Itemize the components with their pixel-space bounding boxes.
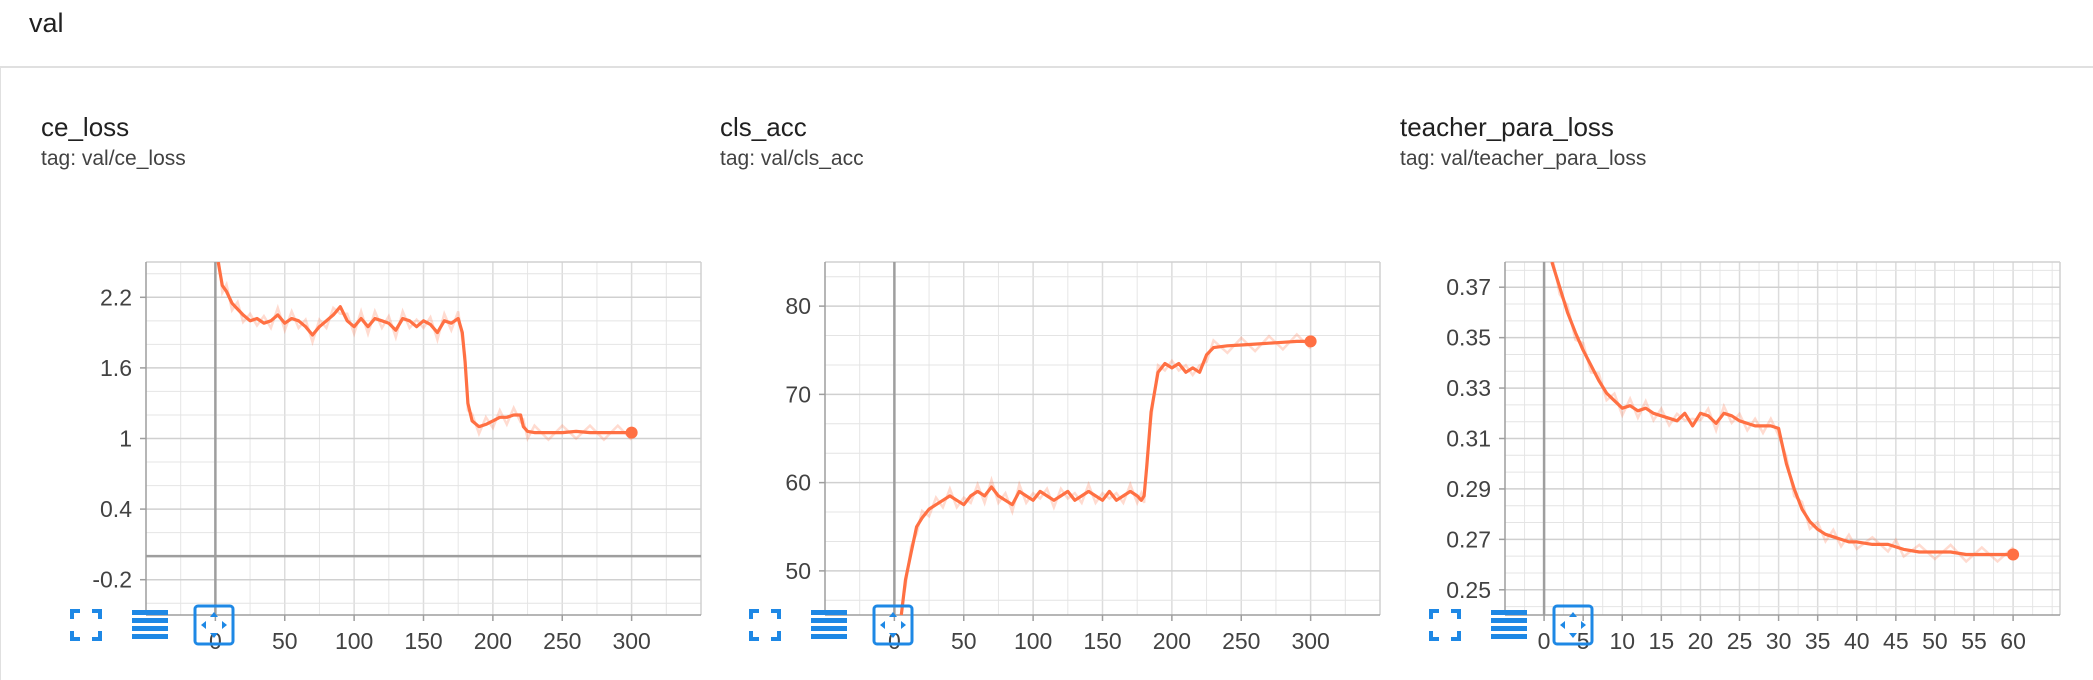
x-tick-label: 0 [1538,628,1551,654]
grid-lines [146,262,701,615]
series-last-point [1304,335,1317,348]
card-tag: tag: val/cls_acc [720,147,864,170]
x-tick-label: 15 [1649,628,1675,654]
card-title: cls_acc [720,112,807,142]
y-tick-label: 0.35 [1446,325,1491,351]
x-tick-label: 5 [1577,628,1590,654]
fit-domain-icon[interactable] [1551,603,1595,647]
x-tick-label: 250 [543,628,581,654]
fullscreen-icon[interactable] [743,603,787,647]
y-tick-label: 0.33 [1446,375,1491,401]
x-tick-label: 20 [1688,628,1714,654]
y-tick-label: 0.25 [1446,577,1491,603]
data-table-icon[interactable] [128,603,172,647]
series-raw-line [1552,262,2014,564]
x-tick-label: 45 [1883,628,1909,654]
y-tick-label: -0.2 [92,567,132,593]
x-tick-label: 300 [1291,628,1329,654]
x-tick-label: 10 [1609,628,1635,654]
chart-card-cls-acc: cls_acc tag: val/cls_acc 0 50 100 150 200 250… [720,68,1400,680]
x-tick-label: 300 [612,628,650,654]
x-tick-label: 50 [272,628,298,654]
x-tick-label: 40 [1844,628,1870,654]
x-tick-label: 200 [474,628,512,654]
data-table-icon[interactable] [1487,603,1531,647]
series-last-point [625,426,638,439]
x-tick-label: 50 [951,628,977,654]
card-title: ce_loss [41,112,130,142]
chart-card-teacher-para-loss: teacher_para_loss tag: val/teacher_para_… [1400,68,2080,680]
line-chart[interactable]: 0 50 100 150 200 250 300-0.20.411.62.2 [41,190,721,654]
x-tick-label: 50 [1922,628,1948,654]
y-tick-label: 1 [119,426,132,452]
y-tick-label: 0.29 [1446,476,1491,502]
x-tick-label: 100 [335,628,373,654]
series-line [899,339,1311,615]
card-tag: tag: val/teacher_para_loss [1400,147,1647,170]
y-tick-label: 0.4 [100,496,132,522]
card-group-body [0,68,2093,680]
x-tick-label: 60 [2000,628,2026,654]
chart-card-ce-loss: ce_loss tag: val/ce_loss 0 50 100 150 200 250… [41,68,721,680]
grid-lines [1505,262,2060,615]
x-tick-label: 30 [1766,628,1792,654]
x-tick-label: 55 [1961,628,1987,654]
x-tick-label: 25 [1727,628,1753,654]
fullscreen-icon[interactable] [64,603,108,647]
x-tick-label: 150 [1083,628,1121,654]
fullscreen-icon[interactable] [1423,603,1467,647]
fit-domain-icon[interactable] [871,603,915,647]
card-title: teacher_para_loss [1400,112,1614,142]
y-tick-label: 2.2 [100,284,132,310]
series-raw-line [900,332,1312,609]
x-tick-label: 250 [1222,628,1260,654]
card-tag: tag: val/ce_loss [41,147,186,170]
group-title: val [29,8,64,38]
y-tick-label: 0.27 [1446,526,1491,552]
y-tick-label: 80 [785,293,811,319]
run-group-header[interactable]: val [0,0,2093,68]
y-tick-label: 70 [785,381,811,407]
series-line [216,262,632,435]
series-last-point [2007,548,2020,561]
y-tick-label: 1.6 [100,355,132,381]
series-line [1550,262,2014,557]
y-tick-label: 0.37 [1446,274,1491,300]
x-tick-label: 100 [1014,628,1052,654]
y-tick-label: 50 [785,558,811,584]
x-tick-label: 35 [1805,628,1831,654]
data-table-icon[interactable] [807,603,851,647]
grid-lines [825,262,1380,615]
x-tick-label: 150 [404,628,442,654]
y-tick-label: 60 [785,470,811,496]
line-chart[interactable]: 0 5 10 15 20 25 30 35 40 45 50 55 60 0.25 0.27 0.29 0.31… [1400,190,2080,654]
x-tick-label: 200 [1153,628,1191,654]
series-raw-line [217,262,633,443]
y-tick-label: 0.31 [1446,426,1491,452]
fit-domain-icon[interactable] [192,603,236,647]
